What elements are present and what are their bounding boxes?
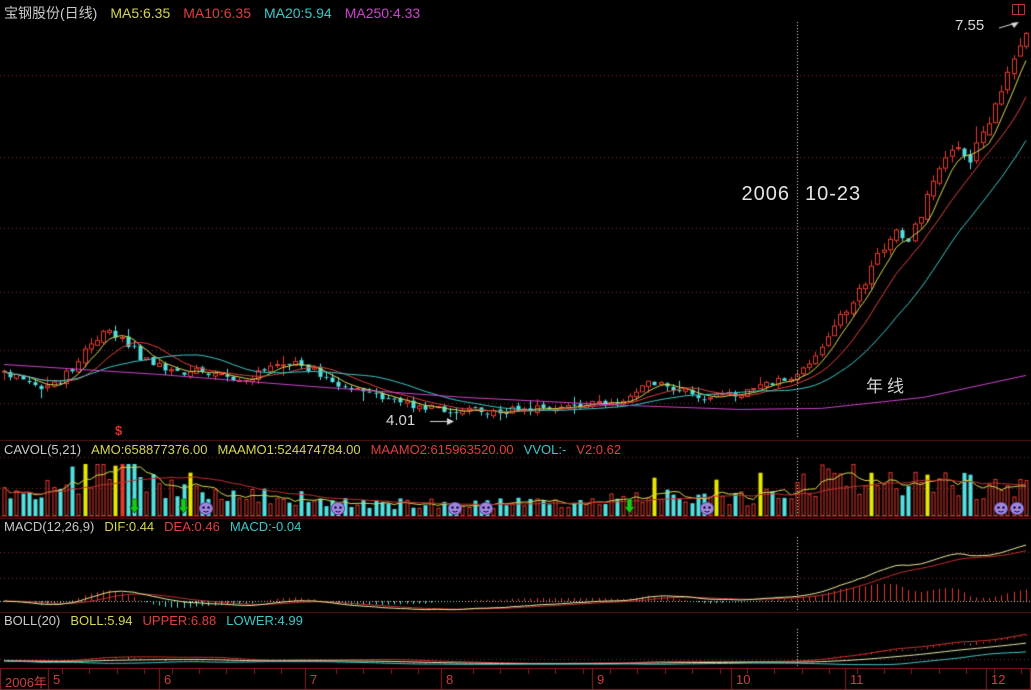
stock-title: 宝钢股份(日线) [4, 5, 98, 21]
header-ma-value-3: MA250:4.33 [344, 5, 421, 21]
header-ma-value-1: MA10:6.35 [183, 5, 251, 21]
annual-line-label: 年线 [866, 377, 908, 396]
macd-indicator-name: MACD(12,26,9) [4, 519, 95, 534]
volume-indicator-row: CAVOL(5,21) AMO:658877376.00 MAAMO1:524474… [4, 442, 641, 457]
volume-field-1: MAAMO1:524474784.00 [217, 442, 361, 457]
event-face-icon-0 [199, 502, 214, 515]
high-price-callout: 7.55 [955, 17, 985, 34]
axis-month-label-12: 12 [991, 672, 1006, 687]
boll-indicator-row: BOLL(20) BOLL:5.94 UPPER:6.88 LOWER:4.99 [4, 613, 323, 628]
crosshair-date-day: 10-23 [805, 183, 862, 205]
restore-window-icon[interactable] [1011, 3, 1026, 21]
boll-field-0: BOLL:5.94 [70, 613, 133, 628]
macd-field-1: DEA:0.46 [164, 519, 220, 534]
axis-month-label-10: 10 [736, 672, 751, 687]
ma-values-list: MA5:6.35 MA10:6.35 MA20:5.94 MA250:4.33 [110, 5, 433, 21]
event-face-icon-4 [700, 502, 715, 515]
axis-month-label-6: 6 [164, 672, 172, 687]
macd-field-0: DIF:0.44 [104, 519, 155, 534]
volume-indicator-name: CAVOL(5,21) [4, 442, 82, 457]
axis-month-label-9: 9 [597, 672, 605, 687]
axis-year-label: 2006年 [5, 675, 47, 690]
crosshair-date-year: 2006 [741, 183, 790, 205]
buy-signal-arrow-icon-2 [624, 498, 636, 514]
macd-indicator-row: MACD(12,26,9) DIF:0.44 DEA:0.46 MACD:-0.04 [4, 519, 321, 534]
dividend-marker-icon: $ [115, 423, 123, 438]
header-ma-value-2: MA20:5.94 [263, 5, 332, 21]
volume-field-0: AMO:658877376.00 [91, 442, 208, 457]
macd-indicator-fields: DIF:0.44 DEA:0.46 MACD:-0.04 [104, 519, 311, 534]
event-face-icon-1 [331, 502, 346, 515]
boll-indicator-fields: BOLL:5.94 UPPER:6.88 LOWER:4.99 [70, 613, 312, 628]
event-face-icon-2 [447, 502, 462, 515]
header-ma-value-0: MA5:6.35 [110, 5, 171, 21]
axis-month-label-5: 5 [53, 672, 61, 687]
volume-field-2: MAAMO2:615963520.00 [370, 442, 514, 457]
event-face-icon-3 [479, 502, 494, 515]
event-face-icon-6 [1009, 502, 1024, 515]
macd-field-2: MACD:-0.04 [229, 519, 302, 534]
boll-indicator-name: BOLL(20) [4, 613, 61, 628]
volume-field-3: VVOL:- [523, 442, 567, 457]
volume-indicator-fields: AMO:658877376.00 MAAMO1:524474784.00 MAAMO… [91, 442, 631, 457]
boll-field-1: UPPER:6.88 [142, 613, 217, 628]
boll-field-2: LOWER:4.99 [226, 613, 303, 628]
buy-signal-arrow-icon-1 [177, 498, 189, 514]
low-price-callout: 4.01 [386, 412, 416, 429]
volume-field-4: V2:0.62 [576, 442, 622, 457]
axis-month-label-7: 7 [310, 672, 318, 687]
buy-signal-arrow-icon-0 [128, 498, 140, 514]
event-face-icon-5 [994, 502, 1009, 515]
chart-header: 宝钢股份(日线) MA5:6.35 MA10:6.35 MA20:5.94 MA250:… [4, 3, 446, 23]
axis-month-label-11: 11 [850, 672, 864, 687]
axis-month-label-8: 8 [446, 672, 454, 687]
